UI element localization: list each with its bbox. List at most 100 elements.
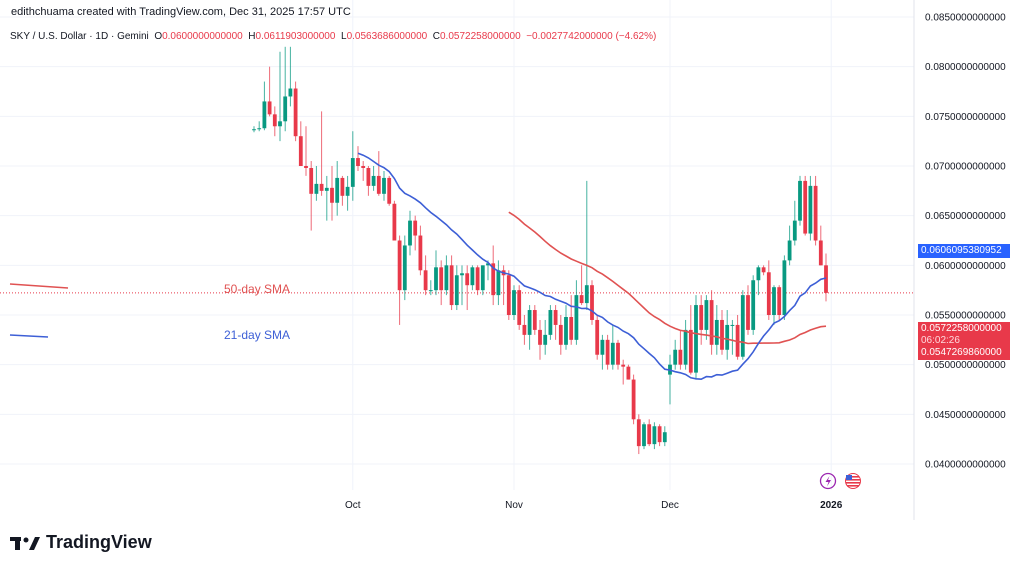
candle (392, 200, 397, 241)
time-axis[interactable]: Oct Nov Dec 2026 (345, 500, 843, 511)
candle (714, 305, 719, 355)
high-value: 0.0611903000000 (255, 31, 336, 42)
candle (309, 161, 314, 231)
tradingview-logo[interactable]: TradingView (10, 532, 152, 553)
candle-body (657, 426, 662, 443)
sma50-line (508, 211, 827, 345)
price-tick-label: 0.0650000000000 (925, 211, 1006, 222)
candle-body (465, 273, 470, 286)
candle-body (304, 166, 308, 168)
candle (818, 225, 823, 266)
candle (288, 46, 293, 107)
candle-body (636, 419, 641, 447)
candle (605, 334, 610, 370)
candle (397, 235, 402, 325)
us-flag-icon[interactable] (845, 473, 861, 489)
candle (813, 175, 818, 246)
candle (470, 265, 475, 291)
candle-body (486, 263, 490, 266)
candle-body (402, 245, 407, 291)
candle-body (283, 96, 288, 122)
candle (761, 265, 766, 276)
sma21-annotation: 21-day SMA (224, 328, 291, 342)
candle (798, 175, 802, 226)
candle-body (683, 329, 688, 365)
candle (688, 305, 693, 375)
candle-body (600, 339, 605, 355)
candle-body (309, 167, 314, 194)
candle-body (605, 339, 610, 365)
candle-body (356, 158, 360, 166)
candle-body (512, 290, 516, 315)
candle-body (543, 334, 548, 345)
candle (272, 106, 277, 137)
candle (730, 319, 735, 355)
candle-body (376, 175, 381, 194)
candle (621, 359, 626, 385)
candle (314, 166, 319, 201)
candle (428, 280, 433, 296)
candle (746, 285, 750, 335)
candle-body (272, 114, 277, 127)
candle (480, 265, 485, 296)
lightning-icon[interactable] (819, 472, 837, 490)
sma21-price-badge: 0.0606095380952 (918, 244, 1010, 258)
candle (751, 275, 756, 335)
candle (787, 225, 792, 266)
open-value: 0.0600000000000 (162, 31, 243, 42)
candle (678, 329, 683, 370)
candle-body (444, 265, 449, 291)
candle (324, 175, 329, 221)
candle (543, 319, 548, 355)
candle (657, 424, 662, 447)
sma-legend-lines (9, 283, 69, 338)
candle (527, 305, 532, 350)
candle-body (751, 280, 756, 330)
symbol-label[interactable]: SKY / U.S. Dollar · 1D · Gemini (10, 31, 149, 42)
candle (506, 270, 511, 320)
candle (564, 305, 568, 350)
candle-body (626, 366, 631, 380)
candle (330, 166, 334, 221)
sma50-price: 0.0547269860000 (921, 347, 1002, 358)
candle (366, 166, 371, 196)
sma50-annotation: 50-day SMA (224, 282, 291, 296)
candle (252, 126, 256, 133)
candle (610, 324, 615, 370)
candle-body (252, 129, 256, 131)
candle (278, 51, 282, 142)
candle-body (824, 265, 828, 293)
candle-body (538, 329, 542, 345)
candle (558, 315, 563, 355)
candle (668, 354, 672, 405)
candle (304, 126, 308, 176)
candle (496, 260, 501, 306)
candle (647, 419, 652, 447)
candle (720, 310, 724, 355)
candle-body (756, 267, 761, 281)
candle (777, 285, 782, 320)
candle (501, 265, 506, 306)
candle-body (475, 267, 480, 291)
candle-body (418, 235, 423, 271)
candle-body (699, 305, 704, 330)
sma50-legend-line (9, 283, 69, 289)
candle-body (298, 136, 303, 166)
candle (584, 180, 589, 311)
tradingview-logo-icon (10, 536, 40, 550)
candle-body (324, 187, 329, 191)
candle (803, 175, 808, 236)
candle-body (652, 426, 657, 445)
candle (548, 305, 553, 340)
candle-body (621, 364, 626, 367)
candle (350, 131, 355, 201)
candle-body (345, 186, 350, 196)
candle-body (460, 273, 464, 276)
candle (824, 253, 828, 302)
price-axis[interactable]: 0.0850000000000 0.0800000000000 0.07500000… (925, 13, 1006, 471)
open-label: O (154, 31, 163, 42)
candle-body (740, 295, 745, 357)
candle (512, 285, 516, 320)
candle (652, 422, 657, 450)
